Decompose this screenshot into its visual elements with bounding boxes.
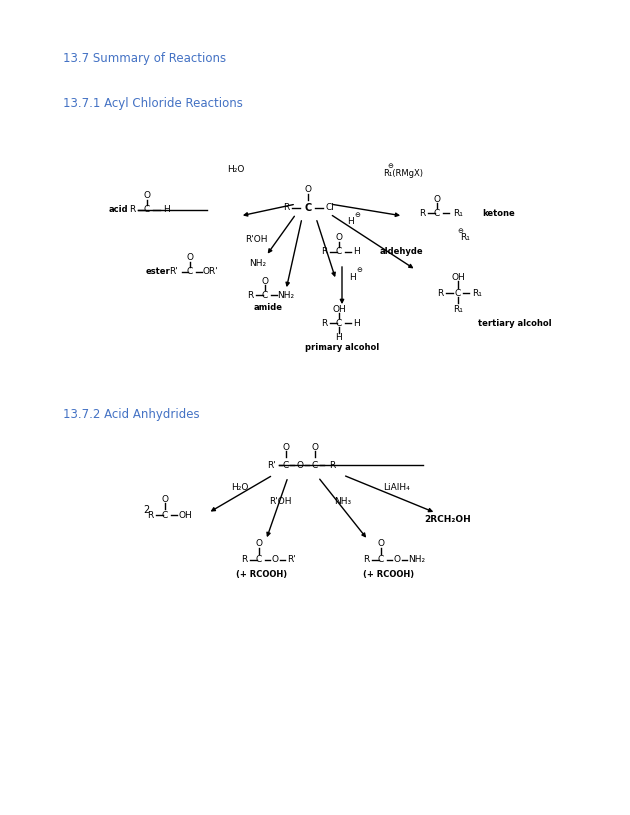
Text: H: H <box>336 333 342 341</box>
Text: R: R <box>129 205 135 214</box>
Text: acid: acid <box>108 205 128 214</box>
Text: R: R <box>437 289 443 297</box>
Text: R₁: R₁ <box>453 209 463 218</box>
Text: C: C <box>256 556 262 565</box>
Text: R₁(RMgX): R₁(RMgX) <box>383 169 423 178</box>
Text: OH: OH <box>332 305 346 314</box>
Text: R'OH: R'OH <box>269 497 291 506</box>
Text: R': R' <box>169 267 178 276</box>
Text: C: C <box>336 319 342 328</box>
Text: 13.7.1 Acyl Chloride Reactions: 13.7.1 Acyl Chloride Reactions <box>63 97 243 110</box>
Text: O: O <box>394 556 401 565</box>
Text: NH₂: NH₂ <box>249 258 266 267</box>
Text: H₂O: H₂O <box>227 165 244 174</box>
Text: R: R <box>241 556 247 565</box>
Text: C: C <box>455 289 461 297</box>
Text: H: H <box>348 272 355 281</box>
Text: C: C <box>336 248 342 257</box>
Text: Cl: Cl <box>326 204 335 213</box>
Text: R: R <box>321 248 327 257</box>
Text: ketone: ketone <box>482 209 515 218</box>
Text: C: C <box>312 460 318 469</box>
Text: (+ RCOOH): (+ RCOOH) <box>236 570 287 579</box>
Text: R₁: R₁ <box>460 234 470 243</box>
Text: ⊖: ⊖ <box>387 163 393 169</box>
Text: C: C <box>304 203 312 213</box>
Text: R₁: R₁ <box>472 289 482 297</box>
Text: ⊖: ⊖ <box>354 212 360 218</box>
Text: ⊖: ⊖ <box>457 228 463 234</box>
Text: R: R <box>247 290 253 299</box>
Text: O: O <box>311 443 319 452</box>
Text: R'OH: R'OH <box>244 236 267 244</box>
Text: 13.7.2 Acid Anhydrides: 13.7.2 Acid Anhydrides <box>63 408 200 421</box>
Text: NH₃: NH₃ <box>335 497 352 506</box>
Text: primary alcohol: primary alcohol <box>305 342 379 351</box>
Text: R: R <box>419 209 425 218</box>
Text: H: H <box>346 218 353 227</box>
Text: C: C <box>262 290 268 299</box>
Text: aldehyde: aldehyde <box>380 248 423 257</box>
Text: H: H <box>353 248 359 257</box>
Text: O: O <box>282 443 290 452</box>
Text: tertiary alcohol: tertiary alcohol <box>478 319 552 328</box>
Text: H₂O: H₂O <box>231 482 249 491</box>
Text: R: R <box>363 556 369 565</box>
Text: 2RCH₂OH: 2RCH₂OH <box>425 516 471 525</box>
Text: ester: ester <box>146 267 170 276</box>
Text: O: O <box>256 540 263 548</box>
Text: R₁: R₁ <box>453 305 463 314</box>
Text: R: R <box>147 510 153 519</box>
Text: LiAlH₄: LiAlH₄ <box>382 482 410 491</box>
Text: R: R <box>329 460 335 469</box>
Text: NH₂: NH₂ <box>408 556 425 565</box>
Text: O: O <box>186 253 193 262</box>
Text: C: C <box>144 205 150 214</box>
Text: R: R <box>321 319 327 328</box>
Text: R': R' <box>266 460 275 469</box>
Text: O: O <box>304 186 311 195</box>
Text: H: H <box>353 319 359 328</box>
Text: C: C <box>378 556 384 565</box>
Text: H: H <box>163 205 169 214</box>
Text: O: O <box>377 540 384 548</box>
Text: C: C <box>434 209 440 218</box>
Text: O: O <box>297 460 304 469</box>
Text: 2: 2 <box>143 505 149 515</box>
Text: R: R <box>283 204 289 213</box>
Text: (+ RCOOH): (+ RCOOH) <box>364 570 415 579</box>
Text: OR': OR' <box>202 267 218 276</box>
Text: O: O <box>272 556 278 565</box>
Text: NH₂: NH₂ <box>277 290 295 299</box>
Text: O: O <box>433 195 440 204</box>
Text: O: O <box>261 276 268 285</box>
Text: ⊖: ⊖ <box>356 267 362 273</box>
Text: C: C <box>187 267 193 276</box>
Text: 13.7 Summary of Reactions: 13.7 Summary of Reactions <box>63 52 226 65</box>
Text: C: C <box>283 460 289 469</box>
Text: R': R' <box>288 556 296 565</box>
Text: O: O <box>161 495 168 504</box>
Text: O: O <box>336 234 343 243</box>
Text: C: C <box>162 510 168 519</box>
Text: OH: OH <box>178 510 192 519</box>
Text: amide: amide <box>253 303 282 312</box>
Text: O: O <box>144 192 151 200</box>
Text: OH: OH <box>451 272 465 281</box>
